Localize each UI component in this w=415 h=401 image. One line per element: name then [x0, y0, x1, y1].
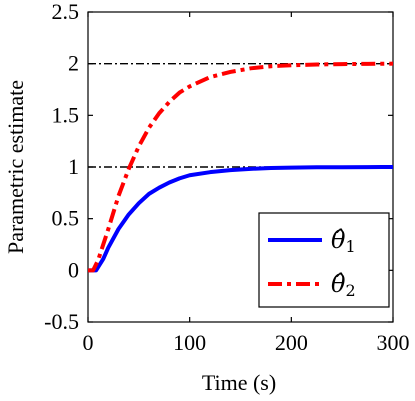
y-tick-label: 0 [68, 257, 79, 282]
y-tick-label: 1 [68, 154, 79, 179]
x-axis-label: Time (s) [202, 370, 276, 395]
legend-box [258, 212, 390, 308]
legend-subscript-2: 2 [345, 281, 355, 300]
y-tick-label: 1.5 [52, 102, 80, 127]
y-tick-label: -0.5 [44, 309, 79, 334]
x-tick-label: 200 [275, 330, 308, 355]
y-axis-label: Parametric estimate [3, 80, 28, 254]
y-tick-label: 2.5 [52, 0, 80, 24]
legend: θ̂1θ̂2 [258, 212, 390, 308]
series-line-1 [88, 165, 394, 273]
y-tick-label: 2 [68, 51, 79, 76]
y-tick-label: 0.5 [52, 206, 80, 231]
x-tick-label: 0 [83, 330, 94, 355]
series-line-2 [88, 61, 394, 273]
plot-area: 0 100 200 300-0.500.511.522.5θ̂1θ̂2 [44, 0, 409, 355]
legend-subscript-1: 1 [345, 237, 355, 256]
x-tick-label: 300 [377, 330, 410, 355]
x-tick-label: 100 [173, 330, 206, 355]
